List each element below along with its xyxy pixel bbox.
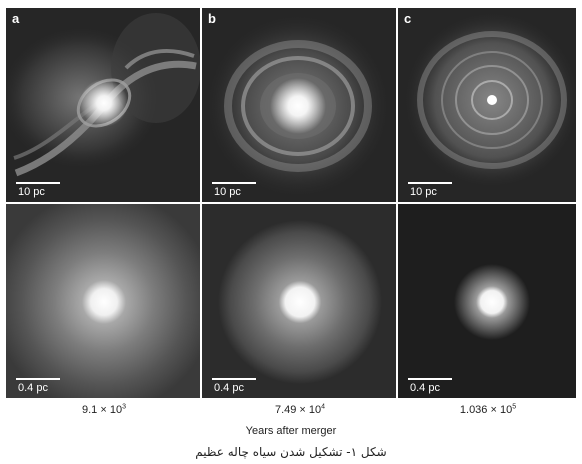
panel-a-inner-region: 0.4 pc (6, 204, 200, 398)
panel-letter: c (404, 11, 412, 26)
scale-label: 0.4 pc (214, 382, 244, 394)
time-label: 1.036 × 105 (390, 403, 582, 416)
time-label: 9.1 × 103 (6, 403, 202, 416)
scale-bar (212, 378, 256, 380)
time-exponent: 3 (122, 403, 126, 411)
time-base: 7.49 × 10 (274, 404, 322, 416)
panel-c-large-scale: c 10 pc (398, 8, 576, 202)
x-axis-label: Years after merger (245, 425, 337, 437)
scale-bar (408, 378, 452, 380)
panel-letter: a (12, 11, 20, 26)
panel-b-large-scale: b 10 pc (202, 8, 396, 202)
core-image-b (202, 204, 396, 398)
scale-label: 10 pc (214, 186, 241, 198)
core-image-c (398, 204, 576, 398)
time-label: 7.49 × 104 (202, 403, 398, 416)
figure-caption: شکل ۱- تشکیل شدن سیاه چاله عظیم (195, 445, 387, 459)
panel-b-inner-region: 0.4 pc (202, 204, 396, 398)
panel-c-inner-region: 0.4 pc (398, 204, 576, 398)
scale-label: 0.4 pc (18, 382, 48, 394)
core-image-a (6, 204, 200, 398)
scale-bar (16, 182, 60, 184)
panel-letter: b (208, 11, 216, 26)
scale-label: 10 pc (18, 186, 45, 198)
scale-bar (16, 378, 60, 380)
time-exponent: 4 (321, 403, 326, 411)
time-base: 1.036 × 10 (459, 404, 513, 416)
scale-bar (408, 182, 452, 184)
gas-disk-image-a (6, 8, 200, 202)
scale-bar (212, 182, 256, 184)
gas-disk-image-c (398, 8, 576, 202)
scale-label: 0.4 pc (410, 382, 440, 394)
gas-disk-image-b (202, 8, 396, 202)
time-base: 9.1 × 10 (82, 404, 123, 416)
scale-label: 10 pc (410, 186, 437, 198)
time-exponent: 5 (512, 403, 517, 411)
panel-a-large-scale: a 10 pc (6, 8, 200, 202)
